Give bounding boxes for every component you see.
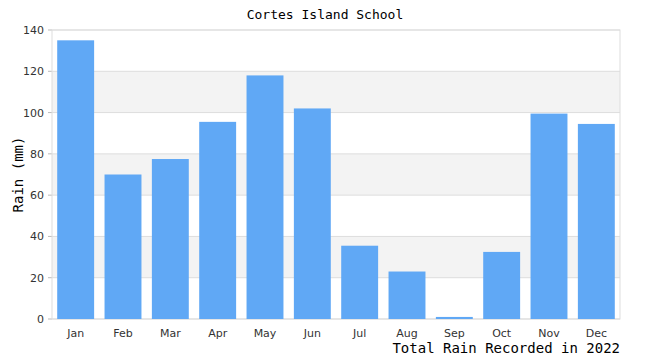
y-tick-label: 20 — [30, 272, 44, 285]
y-tick — [48, 153, 52, 154]
bar — [341, 246, 378, 319]
grid-band — [52, 71, 620, 112]
y-tick-label: 40 — [30, 230, 44, 243]
y-tick — [48, 71, 52, 72]
x-tick-label: Sep — [444, 327, 465, 340]
x-tick-label: Dec — [586, 327, 607, 340]
y-tick-label: 80 — [30, 148, 44, 161]
y-tick-label: 100 — [23, 107, 44, 120]
y-tick — [48, 236, 52, 237]
x-tick-label: Jun — [303, 327, 321, 340]
bar — [247, 75, 284, 319]
y-tick-label: 0 — [37, 313, 44, 326]
y-axis-label: Rain (mm) — [10, 137, 26, 213]
bar — [578, 124, 615, 319]
y-tick-label: 60 — [30, 189, 44, 202]
y-tick-label: 120 — [23, 65, 44, 78]
grid-line — [52, 71, 620, 72]
plot-frame — [52, 30, 620, 319]
bar — [389, 272, 426, 319]
x-tick-label: Jul — [352, 327, 366, 340]
bar — [152, 159, 189, 319]
bar — [57, 40, 94, 319]
x-axis-label: Total Rain Recorded in 2022 — [392, 340, 620, 356]
grid-line — [52, 112, 620, 113]
x-tick-label: Apr — [208, 327, 228, 340]
x-tick-label: Mar — [160, 327, 181, 340]
y-tick — [48, 195, 52, 196]
bar — [105, 175, 142, 320]
x-tick-label: Oct — [492, 327, 512, 340]
x-tick-label: Jan — [66, 327, 84, 340]
bar — [531, 114, 568, 319]
bar — [294, 108, 331, 319]
chart-container: 0 20 40 60 80 100 120 140 Jan Feb Mar Apr May Jun Jul A… — [0, 0, 650, 360]
y-tick — [48, 277, 52, 278]
x-tick-label: May — [254, 327, 277, 340]
y-tick-label: 140 — [23, 24, 44, 37]
bar — [436, 317, 473, 319]
x-tick-label: Feb — [113, 327, 132, 340]
y-tick — [48, 30, 52, 31]
bar — [483, 252, 520, 319]
x-tick-label: Nov — [538, 327, 560, 340]
y-tick — [48, 112, 52, 113]
y-tick — [48, 319, 52, 320]
bar — [199, 122, 236, 319]
chart: 0 20 40 60 80 100 120 140 Jan Feb Mar Apr May Jun Jul A… — [0, 0, 650, 360]
title: Cortes Island School — [247, 7, 404, 22]
x-tick-label: Aug — [396, 327, 417, 340]
bars — [57, 40, 615, 319]
